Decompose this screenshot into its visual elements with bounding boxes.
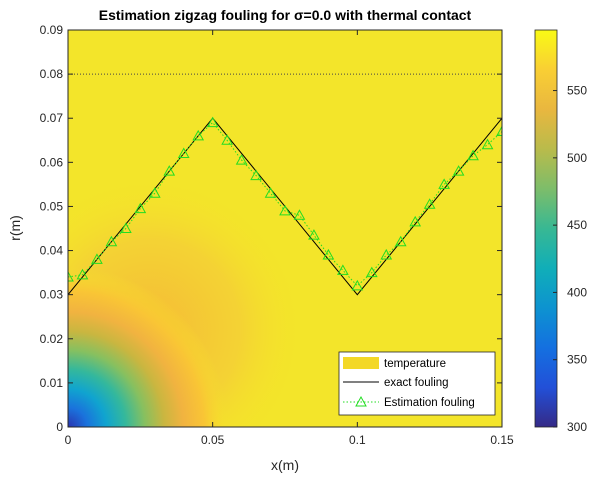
- y-tick-label: 0: [56, 420, 63, 434]
- estimation-point: [68, 270, 74, 282]
- legend-temperature-swatch: [343, 357, 379, 369]
- estimation-point: [365, 266, 378, 278]
- colorbar-tick-label: 500: [567, 151, 587, 165]
- colorbar-tick-label: 300: [567, 420, 587, 434]
- estimation-point: [351, 279, 364, 291]
- legend-label-exact: exact fouling: [384, 377, 449, 389]
- estimation-point: [293, 209, 306, 220]
- x-axis-label: x(m): [271, 457, 299, 473]
- legend-estimation-marker: [355, 395, 367, 407]
- y-tick-label: 0.05: [40, 199, 64, 213]
- estimation-point: [308, 229, 320, 240]
- estimation-point: [105, 235, 118, 247]
- x-tick-label: 0.15: [490, 433, 514, 447]
- estimation-point: [177, 147, 190, 159]
- estimation-point: [221, 134, 233, 145]
- estimation-point: [423, 198, 436, 209]
- y-tick-label: 0.08: [40, 67, 64, 81]
- estimation-point: [481, 138, 494, 150]
- colorbar-tick-label: 350: [567, 353, 587, 367]
- estimation-point: [163, 165, 176, 176]
- estimation-fouling-line: [68, 121, 502, 287]
- estimation-point: [250, 169, 262, 181]
- estimation-point: [409, 215, 422, 227]
- x-tick-label: 0.1: [349, 433, 366, 447]
- plot-frame: [67, 29, 503, 428]
- estimation-point: [235, 154, 248, 165]
- chart-title: Estimation zigzag fouling for σ=0.0 with…: [99, 7, 472, 23]
- estimation-point: [452, 165, 465, 176]
- estimation-point: [380, 248, 393, 260]
- estimation-point: [206, 116, 219, 128]
- estimation-point: [394, 235, 407, 247]
- y-tick-label: 0.07: [40, 111, 64, 125]
- legend-label-estimation: Estimation fouling: [384, 397, 475, 409]
- x-tick-label: 0: [65, 433, 72, 447]
- temperature-field: [68, 30, 502, 427]
- y-tick-label: 0.06: [40, 155, 64, 169]
- estimation-point: [192, 129, 205, 141]
- legend: temperature exact fouling Estimation fou…: [338, 351, 496, 416]
- colorbar-tick-label: 400: [567, 285, 587, 299]
- y-tick-label: 0.04: [40, 244, 64, 258]
- y-tick-label: 0.03: [40, 288, 64, 302]
- y-tick-label: 0.02: [40, 332, 64, 346]
- y-axis-label: r(m): [7, 215, 23, 241]
- estimation-point: [120, 222, 132, 233]
- estimation-point: [279, 204, 291, 216]
- y-tick-label: 0.01: [40, 376, 64, 390]
- estimation-point: [467, 149, 479, 161]
- colorbar-tick-label: 450: [567, 218, 587, 232]
- estimation-point: [91, 253, 103, 264]
- y-tick-label: 0.09: [40, 23, 64, 37]
- colorbar-tick-label: 550: [567, 84, 587, 98]
- colorbar: [534, 29, 558, 428]
- x-tick-label: 0.05: [201, 433, 225, 447]
- legend-label-temperature: temperature: [384, 358, 446, 370]
- estimation-point: [496, 125, 502, 136]
- estimation-point: [322, 248, 335, 260]
- estimation-point: [134, 202, 147, 214]
- estimation-point: [264, 187, 277, 198]
- estimation-point: [337, 264, 349, 275]
- estimation-point: [148, 187, 161, 198]
- estimation-point: [438, 178, 450, 189]
- estimation-point: [76, 268, 89, 280]
